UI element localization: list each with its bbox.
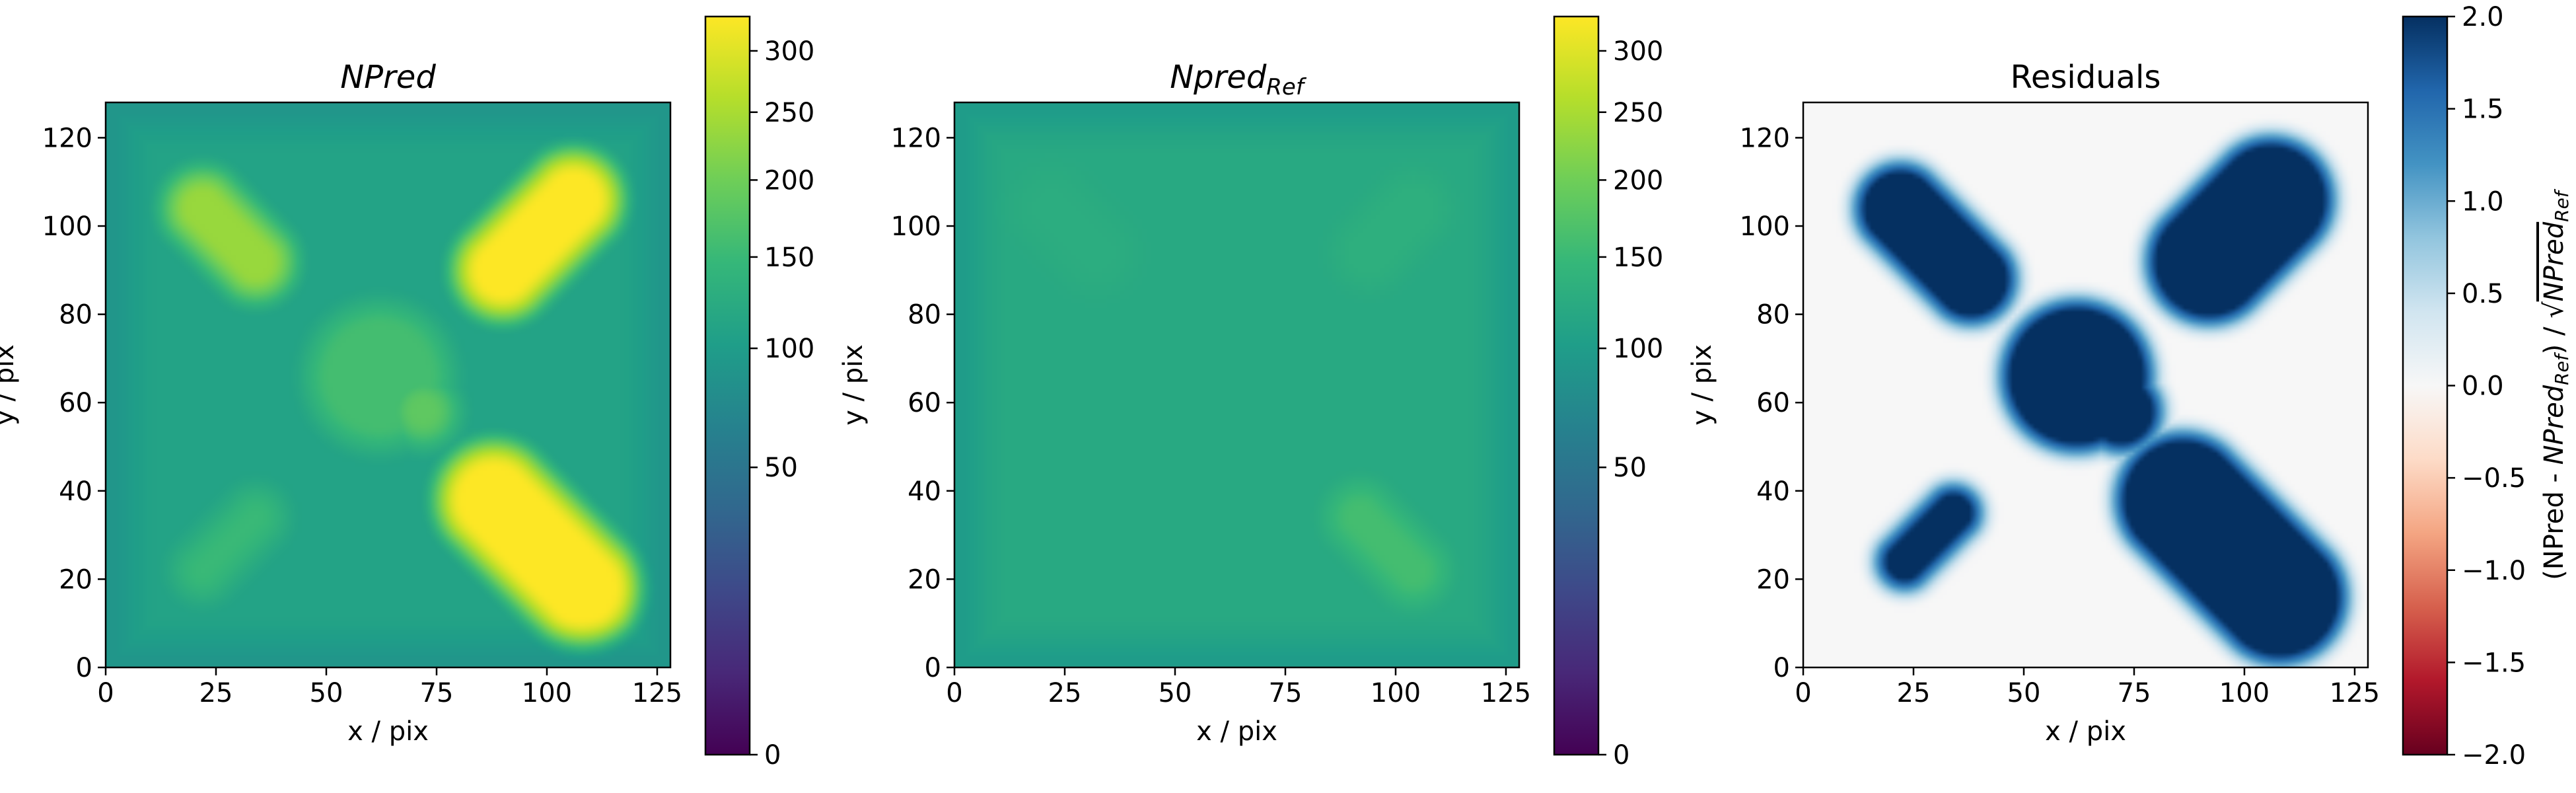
y-tick-label: 80: [1756, 300, 1790, 330]
y-tick-label: 40: [1756, 476, 1790, 507]
y-tick-label: 80: [908, 300, 941, 330]
y-tick-label: 80: [59, 300, 92, 330]
y-tick-label: 0: [925, 653, 941, 683]
y-tick-label: 60: [908, 388, 941, 418]
colorbar-tick-label: 250: [764, 98, 814, 128]
heatmap-image: [1803, 102, 2368, 667]
colorbar-tick-label: 150: [1613, 243, 1663, 273]
x-tick-label: 100: [522, 678, 572, 708]
y-tick-label: 60: [59, 388, 92, 418]
y-tick-label: 100: [891, 211, 941, 242]
x-axis-label: x / pix: [1196, 716, 1277, 747]
x-tick-label: 0: [1795, 678, 1811, 708]
colorbar-tick-label: 100: [1613, 334, 1663, 364]
y-tick-label: 20: [59, 564, 92, 595]
y-axis-label: y / pix: [1687, 344, 1717, 426]
x-tick-label: 75: [1269, 678, 1303, 708]
x-tick-label: 50: [1159, 678, 1192, 708]
x-tick-label: 0: [97, 678, 114, 708]
colorbar-tick-label: 2.0: [2462, 2, 2504, 32]
colorbar: 0 50 100 150 200 250 300: [704, 15, 814, 771]
colorbar-tick-label: −2.0: [2462, 740, 2526, 771]
colorbar-tick-label: 200: [1613, 165, 1663, 196]
axes-frame: [1802, 101, 2369, 669]
colorbar-gradient: [2402, 15, 2449, 756]
colorbar-tick-label: 0: [764, 740, 781, 771]
x-axis-label: x / pix: [347, 716, 429, 747]
y-axis-label: y / pix: [838, 344, 869, 426]
panel-title: Residuals: [2011, 59, 2161, 96]
axes-frame: [953, 101, 1521, 669]
colorbar-tick-label: −1.5: [2462, 648, 2526, 678]
colorbar-tick-label: 0: [1613, 740, 1629, 771]
colorbar-gradient: [1553, 15, 1600, 756]
colorbar-tick-label: 300: [764, 36, 814, 67]
colorbar-tick-label: 1.5: [2462, 94, 2504, 125]
colorbar-tick-label: 100: [764, 334, 814, 364]
colorbar-tick-label: 150: [764, 243, 814, 273]
y-tick-label: 120: [1740, 123, 1790, 153]
panel-title: NpredRef: [1170, 59, 1307, 100]
y-tick-label: 40: [59, 476, 92, 507]
y-tick-label: 100: [1740, 211, 1790, 242]
colorbar-tick-label: 0.5: [2462, 279, 2504, 309]
heatmap-image: [106, 102, 670, 667]
x-tick-label: 75: [420, 678, 454, 708]
y-tick-label: 0: [1773, 653, 1790, 683]
y-tick-label: 40: [908, 476, 941, 507]
x-tick-label: 0: [946, 678, 962, 708]
colorbar-label: (NPred - NPredRef) / √NPredRef: [2539, 188, 2573, 580]
colorbar-tick-label: 250: [1613, 98, 1663, 128]
y-tick-label: 20: [908, 564, 941, 595]
colorbar-tick-label: 50: [1613, 453, 1647, 483]
x-tick-label: 100: [1371, 678, 1421, 708]
y-tick-label: 120: [891, 123, 941, 153]
x-tick-label: 100: [2219, 678, 2270, 708]
y-tick-label: 100: [42, 211, 92, 242]
colorbar-tick-label: 0.0: [2462, 371, 2504, 402]
panel-3: 0 25 50 75 100 125 0 20 40 60 80 100 120 x / pix y / p…: [1687, 2, 2573, 771]
x-tick-label: 125: [1481, 678, 1531, 708]
colorbar: −2.0 −1.5 −1.0 −0.5 0.0 0.5 1.0 1.5 2.0 (NPred - …: [2402, 2, 2573, 771]
y-tick-label: 0: [76, 653, 92, 683]
panel-2: 0 25 50 75 100 125 0 20 40 60 80 100 120 x / pix y / p…: [838, 15, 1663, 771]
x-axis-label: x / pix: [2045, 716, 2126, 747]
panel-1: 0 25 50 75 100 125 0 20 40 60 80 100 120 x / pix y / p…: [0, 15, 814, 771]
colorbar-tick-label: 300: [1613, 36, 1663, 67]
axes-frame: [104, 101, 672, 669]
x-tick-label: 125: [2330, 678, 2380, 708]
y-tick-label: 120: [42, 123, 92, 153]
colorbar-tick-label: −0.5: [2462, 463, 2526, 494]
colorbar-tick-label: 200: [764, 165, 814, 196]
colorbar: 0 50 100 150 200 250 300: [1553, 15, 1663, 771]
x-tick-label: 25: [1897, 678, 1931, 708]
x-tick-label: 125: [632, 678, 682, 708]
colorbar-tick-label: −1.0: [2462, 556, 2526, 586]
x-tick-label: 75: [2118, 678, 2151, 708]
heatmap-image: [954, 102, 1519, 667]
y-tick-label: 60: [1756, 388, 1790, 418]
y-axis-label: y / pix: [0, 344, 20, 426]
x-tick-label: 50: [310, 678, 343, 708]
panel-title: NPred: [340, 59, 436, 96]
colorbar-tick-label: 50: [764, 453, 798, 483]
colorbar-gradient: [704, 15, 751, 756]
x-tick-label: 25: [199, 678, 233, 708]
x-tick-label: 50: [2007, 678, 2041, 708]
y-tick-label: 20: [1756, 564, 1790, 595]
x-tick-label: 25: [1048, 678, 1082, 708]
colorbar-tick-label: 1.0: [2462, 186, 2504, 217]
